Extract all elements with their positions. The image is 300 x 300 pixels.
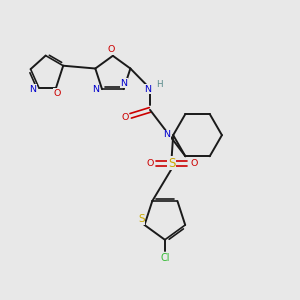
Text: O: O: [190, 159, 197, 168]
Text: O: O: [121, 113, 128, 122]
Text: N: N: [120, 79, 127, 88]
Text: N: N: [29, 85, 36, 94]
Text: N: N: [144, 85, 151, 94]
Text: S: S: [138, 214, 145, 224]
Text: Cl: Cl: [160, 253, 170, 262]
Text: O: O: [108, 45, 115, 54]
Text: N: N: [92, 85, 99, 94]
Text: O: O: [54, 88, 61, 98]
Text: S: S: [168, 157, 176, 170]
Text: H: H: [156, 80, 163, 88]
Text: O: O: [146, 159, 153, 168]
Text: N: N: [163, 130, 170, 139]
